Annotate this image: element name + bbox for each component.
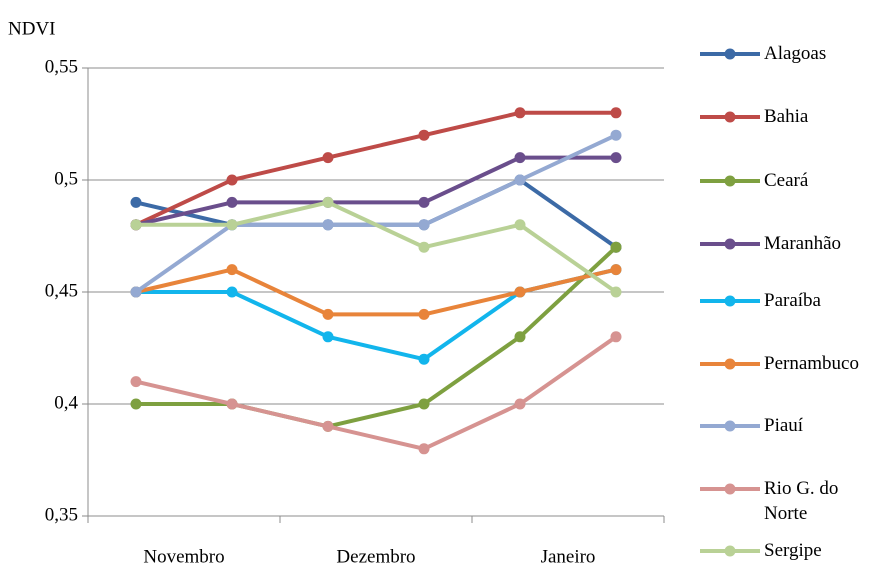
data-point <box>514 331 526 343</box>
legend-marker <box>724 545 736 557</box>
legend-swatch <box>700 420 760 432</box>
legend-item: Piauí <box>698 414 896 438</box>
legend-item: Rio G. do Norte <box>698 477 872 526</box>
legend-swatch <box>700 483 760 495</box>
data-point <box>514 398 526 410</box>
data-point <box>514 107 526 119</box>
legend-swatch <box>700 175 760 187</box>
y-axis-label: NDVI <box>8 18 56 39</box>
data-point <box>514 286 526 298</box>
legend-swatch <box>700 358 760 370</box>
legend-item: Sergipe <box>698 539 896 563</box>
data-point <box>322 420 334 432</box>
data-point <box>322 152 334 164</box>
data-point <box>418 353 430 365</box>
data-point <box>610 286 622 298</box>
x-tick-label: Novembro <box>143 546 224 565</box>
legend-item: Pernambuco <box>698 352 896 376</box>
data-point <box>130 376 142 388</box>
legend-item: Alagoas <box>698 42 896 66</box>
data-point <box>322 308 334 320</box>
legend-label: Bahia <box>764 106 809 127</box>
legend-item: Bahia <box>698 105 896 129</box>
data-point <box>514 219 526 231</box>
series-line <box>136 200 618 294</box>
data-point <box>514 174 526 186</box>
data-point <box>130 286 142 298</box>
y-tick-label: 0,4 <box>54 392 78 413</box>
legend-item: Ceará <box>698 169 896 193</box>
legend-item: Maranhão <box>698 232 896 256</box>
data-point <box>418 129 430 141</box>
data-point <box>226 196 238 208</box>
legend-marker <box>724 358 736 370</box>
legend-label: Pernambuco <box>764 353 859 374</box>
series-line <box>135 267 617 317</box>
data-point <box>226 264 238 276</box>
data-point <box>418 443 430 455</box>
series-line <box>135 155 616 227</box>
data-point <box>418 219 430 231</box>
legend-label: Alagoas <box>764 43 827 64</box>
legend-marker <box>724 483 736 495</box>
data-point <box>610 129 622 141</box>
data-point <box>322 331 334 343</box>
data-point <box>322 196 334 208</box>
legend-marker <box>724 111 736 123</box>
legend-item: Paraíba <box>698 289 896 313</box>
data-point <box>226 286 238 298</box>
data-point <box>418 308 430 320</box>
x-tick-label: Janeiro <box>541 546 596 565</box>
data-point <box>322 219 334 231</box>
legend-swatch <box>700 545 760 557</box>
legend-label: Piauí <box>764 415 804 436</box>
y-tick-label: 0,35 <box>45 504 78 525</box>
data-point <box>130 398 142 410</box>
legend-label: Ceará <box>764 170 809 191</box>
legend-label: Rio G. do Norte <box>764 478 839 524</box>
data-point <box>514 152 526 164</box>
legend-label: Paraíba <box>764 290 821 311</box>
data-point <box>130 219 142 231</box>
legend-marker <box>724 420 736 432</box>
series-line <box>135 335 618 451</box>
y-tick-label: 0,45 <box>45 280 78 301</box>
legend-swatch <box>700 295 760 307</box>
data-point <box>610 241 622 253</box>
data-point <box>610 264 622 276</box>
legend-marker <box>724 48 736 60</box>
data-point <box>610 107 622 119</box>
data-point <box>418 196 430 208</box>
data-point <box>418 398 430 410</box>
legend-swatch <box>700 48 760 60</box>
legend-marker <box>724 238 736 250</box>
legend: Alagoas Bahia Ceará Maranhão Paraíba Pernambu… <box>698 0 896 565</box>
y-tick-label: 0,55 <box>45 56 78 77</box>
x-tick-label: Dezembro <box>336 546 415 565</box>
legend-marker <box>724 175 736 187</box>
data-point <box>130 196 142 208</box>
legend-label: Maranhão <box>764 233 842 254</box>
series-line <box>135 110 616 227</box>
y-tick-label: 0,5 <box>54 168 78 189</box>
legend-marker <box>724 295 736 307</box>
legend-swatch <box>700 238 760 250</box>
data-point <box>418 241 430 253</box>
legend-label: Sergipe <box>764 540 822 561</box>
data-point <box>226 398 238 410</box>
data-point <box>610 331 622 343</box>
series-line <box>136 245 618 429</box>
data-point <box>226 219 238 231</box>
legend-swatch <box>700 111 760 123</box>
data-point <box>610 152 622 164</box>
data-point <box>226 174 238 186</box>
